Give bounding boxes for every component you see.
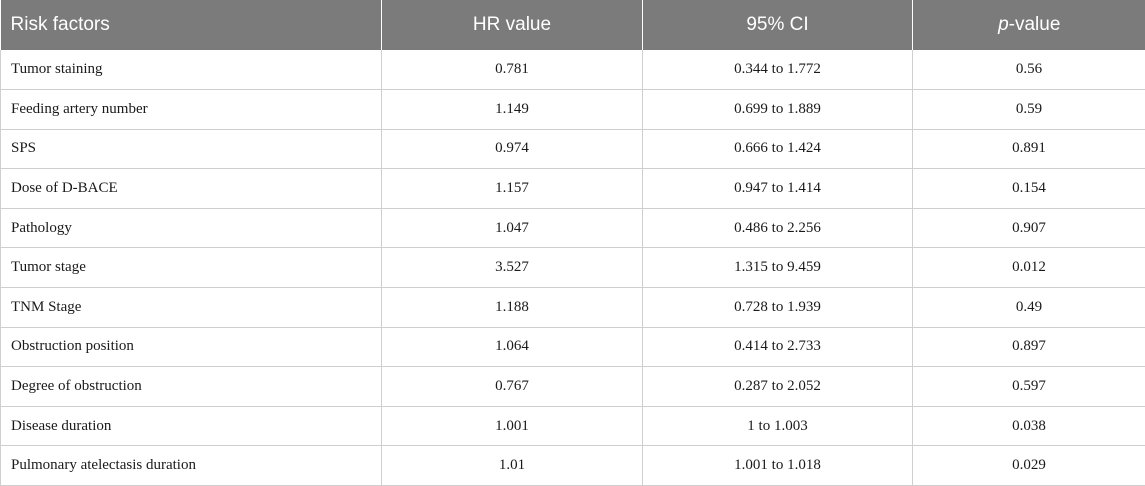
- header-hr-value: HR value: [381, 0, 643, 50]
- header-ci: 95% CI: [642, 0, 913, 50]
- cell-hr-value: 3.527: [381, 247, 643, 289]
- cell-ci: 0.666 to 1.424: [642, 129, 913, 170]
- table-row: SPS 0.974 0.666 to 1.424 0.891: [0, 129, 1145, 170]
- cell-risk-factor: Pulmonary atelectasis duration: [0, 445, 382, 486]
- cell-hr-value: 0.781: [381, 50, 643, 91]
- cell-hr-value: 1.064: [381, 327, 643, 368]
- cell-risk-factor: TNM Stage: [0, 287, 382, 328]
- cell-p-value: 0.012: [912, 247, 1145, 289]
- cell-ci: 0.414 to 2.733: [642, 327, 913, 368]
- cell-ci: 0.486 to 2.256: [642, 208, 913, 249]
- cell-hr-value: 1.01: [381, 445, 643, 486]
- header-row: Risk factors HR value 95% CI p-value: [0, 0, 1145, 50]
- table-row: Obstruction position 1.064 0.414 to 2.733 0…: [0, 327, 1145, 368]
- cell-p-value: 0.597: [912, 366, 1145, 407]
- cell-ci: 0.699 to 1.889: [642, 89, 913, 130]
- cell-ci: 0.287 to 2.052: [642, 366, 913, 407]
- cell-risk-factor: Pathology: [0, 208, 382, 249]
- cell-ci: 1 to 1.003: [642, 406, 913, 447]
- table-header: Risk factors HR value 95% CI p-value: [0, 0, 1145, 50]
- cell-p-value: 0.56: [912, 50, 1145, 91]
- cell-ci: 0.947 to 1.414: [642, 168, 913, 209]
- cell-p-value: 0.907: [912, 208, 1145, 249]
- table-row: TNM Stage 1.188 0.728 to 1.939 0.49: [0, 287, 1145, 328]
- cell-risk-factor: Dose of D-BACE: [0, 168, 382, 209]
- table-row: Tumor staining 0.781 0.344 to 1.772 0.56: [0, 50, 1145, 91]
- cell-hr-value: 1.149: [381, 89, 643, 130]
- table-row: Dose of D-BACE 1.157 0.947 to 1.414 0.154: [0, 168, 1145, 209]
- cell-ci: 1.001 to 1.018: [642, 445, 913, 486]
- header-p-italic: p: [998, 14, 1009, 35]
- header-p-rest: -value: [1008, 14, 1061, 35]
- table-body: Tumor staining 0.781 0.344 to 1.772 0.56 Fee…: [0, 50, 1145, 486]
- cell-risk-factor: Degree of obstruction: [0, 366, 382, 407]
- cell-hr-value: 0.767: [381, 366, 643, 407]
- cell-risk-factor: Disease duration: [0, 406, 382, 447]
- table-row: Feeding artery number 1.149 0.699 to 1.889…: [0, 89, 1145, 130]
- table-row: Pathology 1.047 0.486 to 2.256 0.907: [0, 208, 1145, 249]
- cell-hr-value: 1.157: [381, 168, 643, 209]
- cell-hr-value: 1.047: [381, 208, 643, 249]
- cell-hr-value: 1.188: [381, 287, 643, 328]
- cell-p-value: 0.154: [912, 168, 1145, 209]
- cell-p-value: 0.029: [912, 445, 1145, 486]
- cell-ci: 0.344 to 1.772: [642, 50, 913, 91]
- cell-ci: 0.728 to 1.939: [642, 287, 913, 328]
- header-risk-factors: Risk factors: [10, 14, 110, 35]
- cell-p-value: 0.038: [912, 406, 1145, 447]
- table-row: Pulmonary atelectasis duration 1.01 1.001 …: [0, 445, 1145, 486]
- cell-p-value: 0.49: [912, 287, 1145, 328]
- cell-risk-factor: Feeding artery number: [0, 89, 382, 130]
- cell-hr-value: 1.001: [381, 406, 643, 447]
- cell-hr-value: 0.974: [381, 129, 643, 170]
- cell-p-value: 0.59: [912, 89, 1145, 130]
- table-row: Tumor stage 3.527 1.315 to 9.459 0.012: [0, 247, 1145, 289]
- table-row: Disease duration 1.001 1 to 1.003 0.038: [0, 406, 1145, 447]
- cell-risk-factor: SPS: [0, 129, 382, 170]
- cell-risk-factor: Tumor stage: [0, 247, 382, 289]
- header-p-value: p-value: [912, 0, 1145, 50]
- table-row: Degree of obstruction 0.767 0.287 to 2.052…: [0, 366, 1145, 407]
- cell-ci: 1.315 to 9.459: [642, 247, 913, 289]
- cell-risk-factor: Tumor staining: [0, 50, 382, 91]
- cell-p-value: 0.891: [912, 129, 1145, 170]
- cell-p-value: 0.897: [912, 327, 1145, 368]
- cell-risk-factor: Obstruction position: [0, 327, 382, 368]
